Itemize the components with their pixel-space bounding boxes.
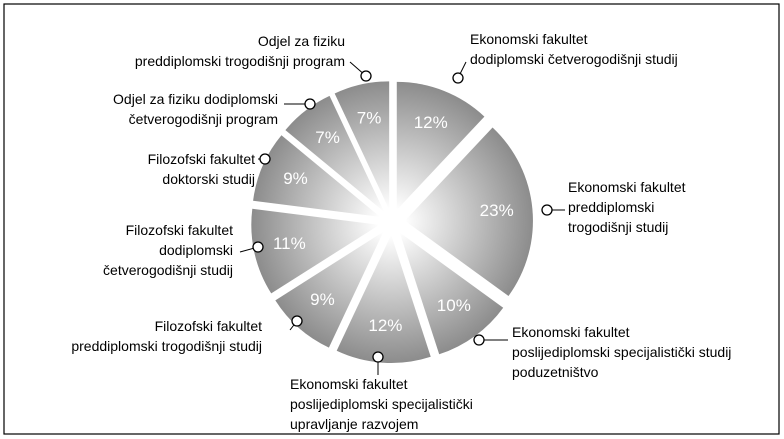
value-label: 9% (310, 290, 335, 309)
value-label: 9% (283, 170, 308, 189)
slice-label: Ekonomski fakultet poslijediplomski speci… (512, 324, 731, 380)
pie-slice (399, 232, 504, 355)
leader-dot (541, 204, 553, 216)
value-label: 7% (315, 128, 340, 147)
value-label: 11% (273, 234, 306, 253)
leader-dot (360, 70, 372, 82)
leader-dot (452, 72, 464, 84)
value-label: 10% (437, 297, 471, 316)
pie-slice (253, 135, 381, 217)
leader-dot (252, 241, 264, 253)
slice-label: Filozofski fakultet preddiplomski trogodi… (71, 318, 262, 354)
plot: 12% Ekonomski fakultet dodiplomski četvero… (71, 31, 731, 432)
pie-slice (396, 81, 485, 210)
value-label: 12% (414, 114, 448, 133)
slice-label: Filozofski fakultet doktorski studij (148, 151, 255, 187)
value-label: 7% (357, 109, 382, 128)
slice-label: Filozofski fakultet dodiplomski četverogod… (103, 222, 233, 278)
slice-label: Ekonomski fakultet poslijediplomski speci… (290, 376, 473, 432)
pie-slice (285, 95, 385, 212)
pie-slice (275, 231, 384, 348)
leader-dot (473, 334, 485, 346)
pie-slice (334, 81, 390, 210)
leader-dot (259, 153, 271, 165)
value-label: 12% (368, 316, 402, 335)
slice-label: Odjel za fiziku preddiplomski trogodišnji… (135, 33, 345, 69)
value-label: 23% (480, 202, 514, 221)
pie-slice (404, 127, 533, 297)
leader-dot (291, 315, 303, 327)
slice-label: Odjel za fiziku dodiplomski četverogodišn… (113, 91, 278, 127)
pie-slice (336, 234, 431, 363)
pie-slice (251, 208, 380, 294)
slice-label: Ekonomski fakultet preddiplomski trogodišn… (568, 179, 686, 235)
leader-dot (304, 98, 316, 110)
leader-dot (372, 351, 384, 363)
slice-label: Ekonomski fakultet dodiplomski četverogod… (470, 31, 678, 67)
